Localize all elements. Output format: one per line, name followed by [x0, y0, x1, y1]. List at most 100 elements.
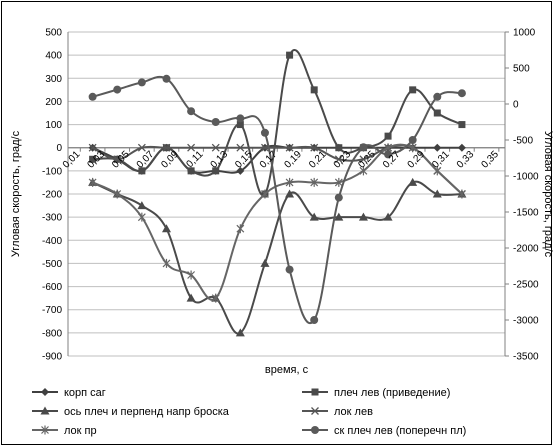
data-point: [457, 143, 466, 152]
data-point: [310, 143, 319, 152]
data-point: [162, 258, 171, 268]
data-point: [334, 193, 343, 202]
data-point: [310, 86, 318, 94]
data-point: [236, 121, 244, 129]
data-point: [162, 74, 171, 83]
y-left-tick-label: -900: [42, 352, 62, 363]
data-point: [383, 212, 393, 221]
data-point: [260, 128, 269, 137]
data-point: [162, 143, 171, 152]
y-right-tick-label: -2500: [513, 280, 539, 291]
y-left-tick-label: 300: [45, 74, 62, 85]
legend-label: ск плеч лев (поперечн пл): [334, 425, 466, 437]
legend-label: лок лев: [334, 406, 373, 418]
x-tick-label: 0,15: [233, 149, 255, 171]
data-point: [309, 212, 319, 221]
x-axis-title: время, с: [265, 364, 309, 376]
data-point: [433, 92, 442, 101]
data-point: [137, 201, 147, 210]
data-point: [236, 114, 245, 123]
data-point: [285, 177, 294, 187]
data-point: [88, 143, 97, 152]
data-point: [212, 167, 220, 175]
y-right-tick-label: -500: [513, 136, 533, 147]
legend-label: корп саг: [64, 387, 106, 399]
y-axis-right-title: Угловая скорость, град/с: [542, 131, 553, 258]
data-point: [310, 316, 319, 324]
data-point: [186, 293, 196, 302]
data-point: [113, 189, 122, 199]
data-point: [384, 150, 393, 159]
data-point: [113, 155, 122, 164]
legend-label: лок пр: [64, 425, 97, 437]
data-point: [334, 212, 344, 221]
x-tick-label: 0,11: [185, 149, 206, 170]
legend-item: ось плеч и перпенд напр броска: [32, 406, 230, 418]
y-right-tick-label: -3000: [513, 316, 539, 327]
data-point: [187, 107, 196, 116]
x-tick-label: 0,33: [455, 149, 477, 171]
y-left-tick-label: 200: [45, 97, 62, 108]
data-point: [408, 136, 417, 144]
data-point: [432, 189, 442, 198]
series-line: [92, 49, 463, 197]
data-point: [335, 144, 343, 152]
data-point: [457, 189, 466, 199]
y-right-tick-label: -3500: [513, 352, 539, 363]
y-right-tick-label: -2000: [513, 244, 539, 255]
data-point: [260, 258, 270, 267]
legend-item: плеч лев (приведение): [302, 387, 450, 399]
y-right-tick-label: 1000: [513, 28, 536, 39]
series-2: [89, 49, 466, 198]
y-left-tick-label: -700: [42, 305, 62, 316]
y-left-tick-label: 500: [45, 28, 62, 39]
legend: корп саг плеч лев (приведение) ось плеч и …: [32, 387, 466, 437]
y-left-tick-label: -300: [42, 213, 62, 224]
legend-marker: [311, 407, 319, 415]
x-tick-label: 0,19: [282, 149, 304, 171]
data-point: [235, 328, 245, 337]
data-point: [211, 143, 220, 152]
series-6: [88, 74, 466, 324]
y-left-tick-label: -400: [42, 236, 62, 247]
x-tick-label: 0,13: [209, 149, 231, 171]
data-point: [138, 167, 146, 175]
x-tick-label: 0,29: [406, 149, 428, 171]
data-point: [161, 224, 171, 233]
y-left-tick-label: -200: [42, 190, 62, 201]
data-point: [236, 166, 245, 175]
data-point: [433, 166, 442, 176]
data-point: [285, 189, 295, 198]
legend-marker: [41, 425, 49, 435]
data-point: [211, 293, 220, 303]
y-right-tick-label: -1500: [513, 208, 539, 219]
y-left-tick-label: -600: [42, 282, 62, 293]
data-point: [359, 143, 368, 152]
data-point: [433, 143, 442, 152]
y-left-tick-label: -800: [42, 328, 62, 339]
data-point: [334, 177, 343, 187]
data-point: [359, 155, 368, 164]
data-point: [384, 132, 392, 140]
legend-item: лок пр: [32, 425, 97, 437]
data-point: [409, 86, 417, 94]
y-left-tick-label: -500: [42, 259, 62, 270]
legend-marker: [41, 388, 49, 396]
y-axis-left-title: Угловая скорость, град/с: [10, 130, 22, 257]
data-point: [187, 167, 195, 175]
y-right-tick-label: -1000: [513, 172, 539, 183]
data-point: [408, 143, 417, 153]
data-point: [89, 155, 97, 163]
data-point: [187, 270, 196, 280]
series-line: [92, 75, 463, 324]
data-point: [310, 177, 319, 187]
data-point: [211, 118, 220, 126]
series-layer: [88, 49, 467, 337]
data-point: [433, 109, 441, 117]
y-right-tick-label: 500: [513, 64, 530, 75]
data-point: [359, 166, 368, 176]
data-point: [286, 51, 294, 59]
legend-item: корп саг: [32, 387, 106, 399]
series-line: [92, 180, 462, 335]
y-right-tick-label: 0: [513, 100, 519, 111]
